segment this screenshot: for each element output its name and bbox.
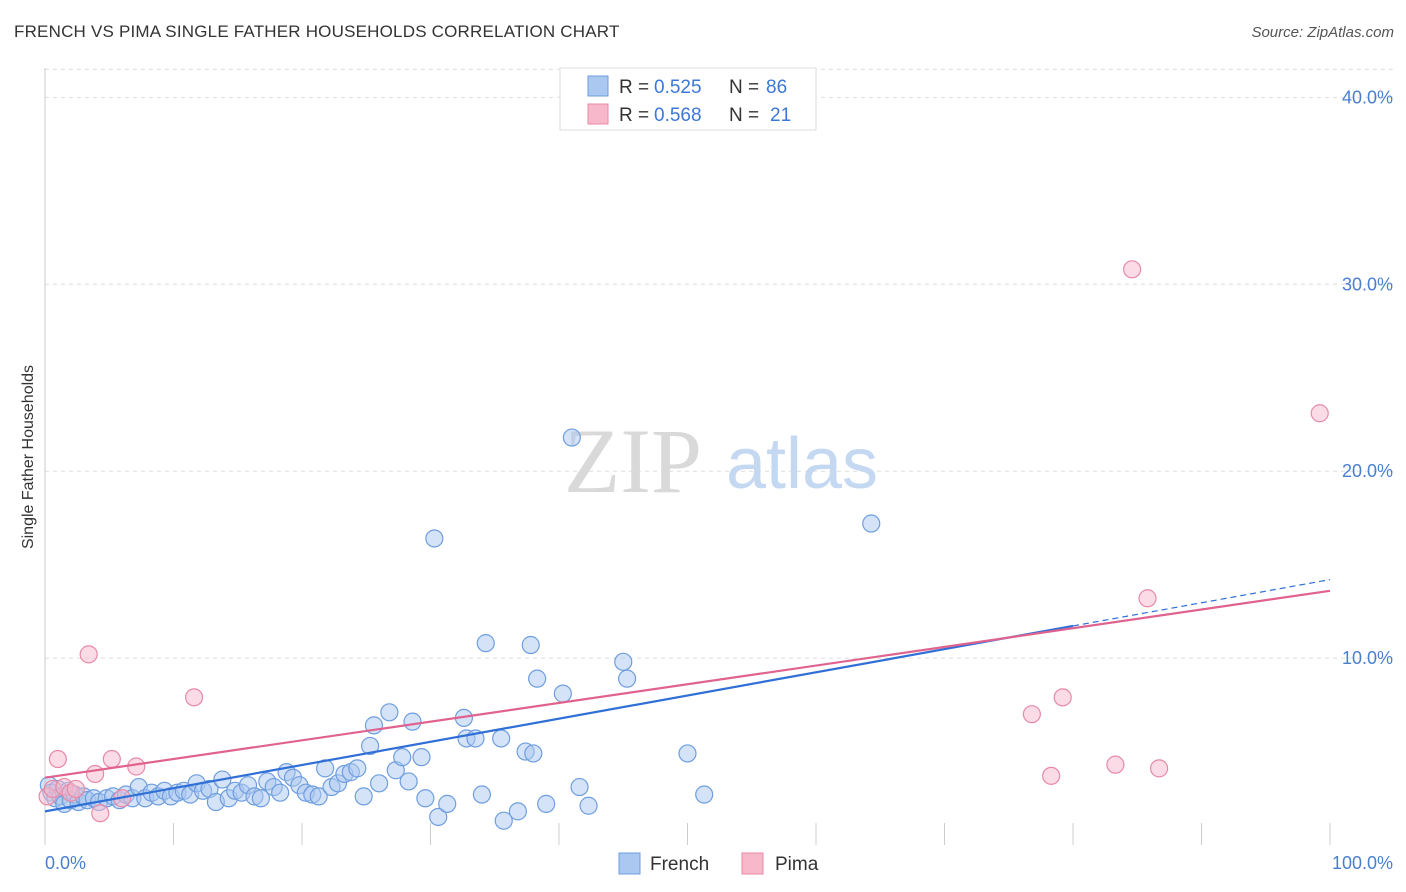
french-point-80: [537, 794, 556, 813]
french-point-88: [695, 785, 714, 804]
series-pima: [38, 260, 1329, 823]
legend-n-value-french: 86: [766, 77, 787, 98]
french-point-64: [416, 789, 435, 808]
pima-point-15: [1053, 688, 1072, 707]
data-points: [38, 260, 1329, 830]
pima-point-12: [184, 688, 204, 707]
grid-lines: [45, 68, 1395, 659]
french-point-84: [579, 796, 598, 815]
series-legend-swatch-french: [618, 852, 641, 875]
pima-point-19: [1149, 759, 1169, 778]
french-point-66: [429, 807, 448, 827]
legend-r-label-french: R =: [619, 77, 649, 98]
french-point-60: [393, 748, 412, 767]
series-legend: French Pima: [618, 852, 819, 875]
french-point-47: [309, 787, 328, 806]
y-tick-label-2: 30.0%: [1342, 274, 1393, 294]
french-point-53: [348, 759, 367, 778]
pima-point-9: [102, 749, 121, 769]
legend-swatch-pima: [587, 103, 609, 125]
french-point-61: [399, 772, 418, 791]
watermark: ZIP atlas: [564, 410, 878, 512]
legend-r-value-pima: 0.568: [654, 105, 702, 126]
legend-n-value-pima: 21: [770, 105, 791, 126]
french-point-79: [528, 669, 547, 688]
pima-point-13: [1022, 705, 1041, 724]
french-point-58: [380, 703, 399, 722]
french-point-82: [562, 428, 581, 447]
french-point-89: [862, 514, 881, 533]
trend-line-french: [44, 624, 1074, 813]
series-legend-label-pima: Pima: [775, 854, 819, 875]
y-tick-label-1: 20.0%: [1342, 461, 1393, 481]
french-point-87: [678, 744, 697, 763]
y-tick-label-3: 40.0%: [1342, 87, 1393, 107]
french-point-77: [521, 635, 540, 655]
series-legend-label-french: French: [650, 854, 709, 875]
french-point-75: [508, 802, 527, 821]
y-axis-label: Single Father Households: [20, 365, 37, 549]
french-point-63: [412, 748, 431, 767]
x-tick-labels: 0.0% 100.0%: [45, 853, 1393, 873]
pima-point-20: [1310, 404, 1329, 423]
series-legend-swatch-pima: [741, 852, 764, 875]
french-point-41: [271, 783, 290, 802]
watermark-zip: ZIP: [564, 410, 702, 512]
legend-swatch-french: [587, 75, 609, 97]
legend-n-label-pima: N =: [729, 105, 759, 126]
source-attribution: Source: ZipAtlas.com: [1251, 24, 1394, 41]
french-point-74: [494, 811, 513, 830]
correlation-legend: R = 0.525 N = 86 R = 0.568 N = 21: [559, 67, 817, 131]
french-point-71: [472, 785, 491, 804]
pima-point-16: [1106, 755, 1125, 774]
french-point-85: [614, 652, 633, 671]
french-point-67: [438, 794, 457, 813]
pima-point-18: [1138, 589, 1157, 608]
french-point-83: [570, 777, 589, 797]
pima-point-14: [1042, 766, 1061, 785]
trend-line-pima: [44, 589, 1331, 779]
chart-title: FRENCH VS PIMA SINGLE FATHER HOUSEHOLDS …: [14, 22, 620, 41]
axes: [44, 68, 1331, 845]
legend-r-value-french: 0.525: [654, 77, 702, 98]
trend-lines: [44, 579, 1331, 813]
trend-line-french-extension: [1072, 579, 1331, 627]
legend-n-label-french: N =: [729, 77, 759, 98]
french-point-78: [524, 744, 543, 763]
x-tick-label-min: 0.0%: [45, 853, 86, 873]
french-point-38: [251, 789, 270, 808]
y-tick-label-0: 10.0%: [1342, 648, 1393, 668]
pima-point-7: [86, 764, 105, 784]
french-point-86: [618, 669, 637, 688]
french-point-72: [476, 634, 495, 653]
pima-point-17: [1123, 260, 1142, 279]
pima-point-5: [66, 779, 85, 799]
french-point-55: [361, 736, 380, 756]
y-tick-labels: 10.0% 20.0% 30.0% 40.0%: [1342, 87, 1393, 668]
legend-r-label-pima: R =: [619, 105, 649, 126]
french-point-65: [425, 529, 444, 548]
pima-point-11: [127, 757, 146, 776]
pima-point-6: [79, 645, 98, 664]
pima-point-2: [48, 749, 67, 769]
pima-point-8: [91, 804, 110, 823]
french-point-57: [370, 774, 389, 793]
french-point-81: [553, 684, 572, 703]
french-point-54: [354, 787, 373, 806]
french-point-62: [403, 712, 422, 731]
x-tick-label-max: 100.0%: [1332, 853, 1393, 873]
french-point-73: [492, 729, 511, 748]
watermark-atlas: atlas: [726, 424, 878, 504]
